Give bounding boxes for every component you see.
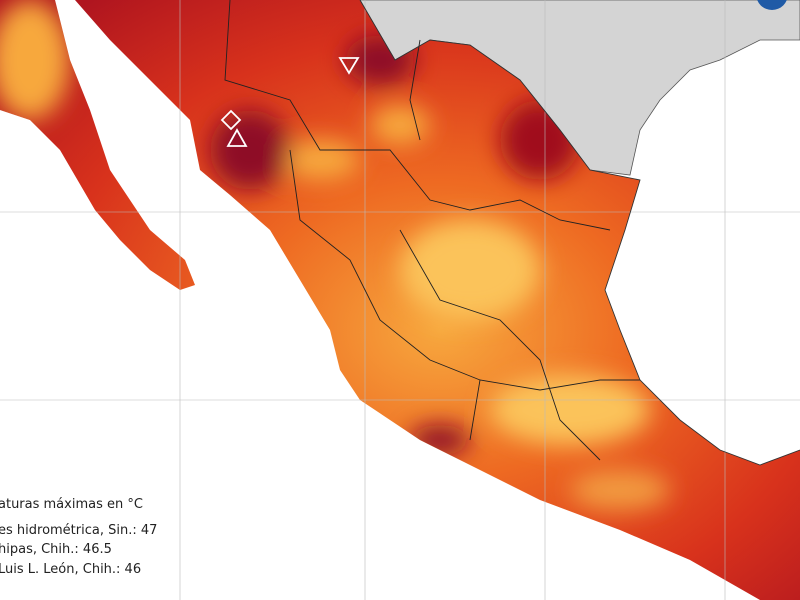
marker-triangle-up xyxy=(226,128,248,147)
legend-title: aturas máximas en °C xyxy=(0,497,143,512)
legend: aturas máximas en °C es hidrométrica, Si… xyxy=(0,497,157,577)
state-borders xyxy=(224,0,640,461)
logo xyxy=(757,0,787,10)
coastline xyxy=(359,0,800,466)
legend-entry: Luis L. León, Chih.: 46 xyxy=(0,562,141,577)
marker-diamond xyxy=(220,109,242,131)
legend-entry: hipas, Chih.: 46.5 xyxy=(0,542,112,557)
station-markers xyxy=(220,57,360,147)
legend-entry: es hidrométrica, Sin.: 47 xyxy=(0,523,157,538)
marker-triangle-down xyxy=(338,57,360,75)
